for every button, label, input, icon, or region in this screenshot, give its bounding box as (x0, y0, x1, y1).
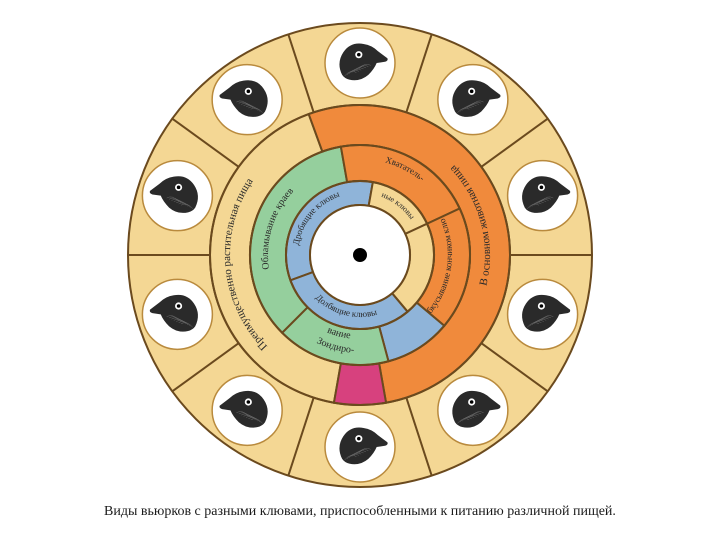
diagram-canvas: Преимущественно растительная пищаВ основ… (0, 0, 720, 540)
ring3-seg (334, 363, 386, 405)
center-dot (353, 248, 367, 262)
finch-wheel-svg: Преимущественно растительная пищаВ основ… (0, 0, 720, 540)
figure-caption: Виды вьюрков с разными клювами, приспосо… (0, 504, 720, 520)
